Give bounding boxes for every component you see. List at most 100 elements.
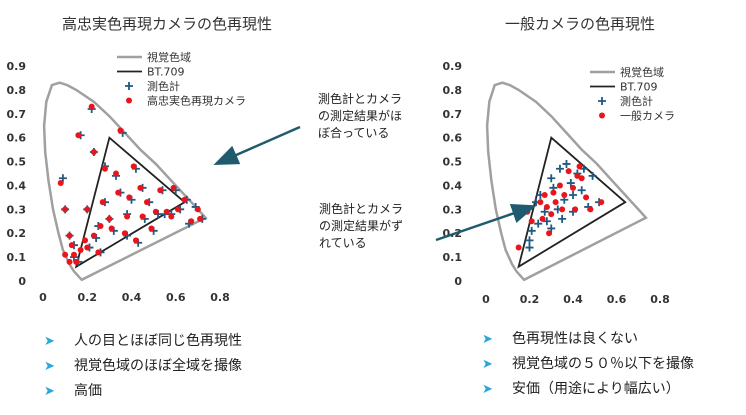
y-tick-label: 0.3 (7, 203, 27, 216)
camera-point (576, 163, 583, 170)
camera-point (57, 180, 64, 187)
bullet-item: ➤ 安価（用途により幅広い） (482, 377, 694, 402)
camera-point (82, 237, 89, 244)
colorimeter-point (525, 236, 534, 245)
camera-point (66, 232, 73, 239)
camera-point (90, 148, 97, 155)
camera-point (84, 244, 91, 251)
camera-point (84, 206, 91, 213)
bullet-item: ➤ 視覚色域のほぼ全域を撮像 (44, 354, 242, 379)
x-tick-label: 0.8 (210, 291, 230, 304)
legend-entry: 測色計 (620, 94, 653, 108)
camera-point (587, 206, 594, 213)
camera-point (550, 189, 557, 196)
right-chart-title: 一般カメラの色再現性 (505, 15, 656, 33)
camera-point (126, 194, 133, 201)
y-tick-label: 0.9 (7, 60, 27, 73)
annotation-arrow-1 (213, 125, 301, 166)
colorimeter-point (525, 243, 534, 252)
camera-point (572, 206, 579, 213)
colorimeter-point (534, 219, 543, 228)
camera-point (95, 249, 102, 256)
camera-point (565, 168, 572, 175)
camera-point (583, 194, 590, 201)
camera-point (174, 206, 181, 213)
y-tick-label: 0.8 (7, 84, 27, 97)
annotation-line: の測定結果がず (319, 218, 403, 233)
y-tick-label: 0.7 (7, 108, 27, 121)
colorimeter-point (588, 171, 597, 180)
camera-point (139, 213, 146, 220)
camera-point (113, 170, 120, 177)
camera-point (90, 232, 97, 239)
camera-point (130, 163, 137, 170)
bullet-item: ➤ 視覚色域の５０％以下を撮像 (482, 352, 694, 377)
camera-point (66, 258, 73, 265)
camera-point (181, 196, 188, 203)
x-tick-label: 0 (482, 293, 490, 306)
camera-point (75, 132, 82, 139)
annotation-arrow-2 (435, 204, 537, 242)
camera-point (143, 199, 150, 206)
camera-point (570, 184, 576, 191)
bt709-triangle (74, 136, 187, 269)
colorimeter-point (555, 164, 564, 173)
camera-point (108, 225, 115, 232)
camera-point (539, 215, 546, 222)
colorimeter-point (540, 207, 549, 216)
legend-entry: 視覚色域 (147, 50, 191, 64)
camera-point (77, 246, 84, 253)
bullet-text: 安価（用途により幅広い） (512, 381, 680, 397)
annotation-text-matched: 測色計とカメラの測定結果がほぼ合っている (318, 91, 402, 140)
arrow-bullet-icon: ➤ (44, 384, 55, 399)
camera-point (556, 182, 563, 189)
camera-point (157, 187, 164, 194)
x-tick-label: 0.4 (122, 291, 142, 304)
camera-point (548, 211, 555, 218)
camera-point (115, 189, 122, 196)
colorimeter-point (58, 174, 67, 183)
y-tick-label: 0.5 (443, 156, 463, 169)
camera-point (106, 215, 113, 222)
colorimeter-point (547, 224, 556, 233)
x-tick-label: 0.6 (166, 291, 186, 304)
camera-point (546, 230, 553, 237)
camera-point (62, 206, 69, 213)
legend-camera-swatch (599, 112, 605, 119)
y-tick-label: 0.1 (443, 251, 463, 264)
y-tick-label: 0.8 (443, 84, 463, 97)
camera-point (99, 199, 106, 206)
y-tick-label: 0.3 (443, 203, 463, 216)
y-tick-label: 0.1 (7, 251, 27, 264)
camera-point (168, 213, 175, 220)
x-tick-label: 0.6 (607, 293, 627, 306)
camera-point (68, 242, 75, 249)
legend-entry: 高忠実色再現カメラ (147, 94, 246, 108)
legend-meter-swatch (598, 97, 606, 105)
camera-point (70, 251, 77, 258)
camera-point (97, 223, 104, 230)
annotation-line: れている (319, 236, 367, 250)
camera-point (137, 184, 144, 191)
y-tick-label: 0 (18, 275, 26, 288)
camera-point (541, 191, 548, 198)
camera-point (559, 206, 566, 213)
camera-point (598, 199, 605, 206)
camera-point (543, 203, 550, 210)
annotation-line: ぼ合っている (318, 125, 389, 140)
bullet-text: 人の目とほぼ同じ色再現性 (74, 333, 242, 349)
bullet-item: ➤ 高価 (44, 379, 242, 404)
x-tick-label: 0 (39, 291, 47, 304)
legend-entry: 一般カメラ (620, 110, 675, 123)
annotation-line: 測色計とカメラ (318, 91, 402, 106)
spectral-locus-line (42, 81, 208, 282)
spectral-locus-line (485, 81, 648, 282)
y-tick-label: 0.6 (443, 132, 463, 145)
right-bullet-list: ➤ 色再現性は良くない ➤ 視覚色域の５０％以下を撮像 ➤ 安価（用途により幅広い） (482, 327, 694, 402)
x-tick-label: 0.2 (520, 293, 540, 306)
camera-point (515, 244, 522, 251)
colorimeter-point (562, 159, 571, 168)
camera-point (101, 165, 108, 172)
camera-point (574, 172, 581, 179)
